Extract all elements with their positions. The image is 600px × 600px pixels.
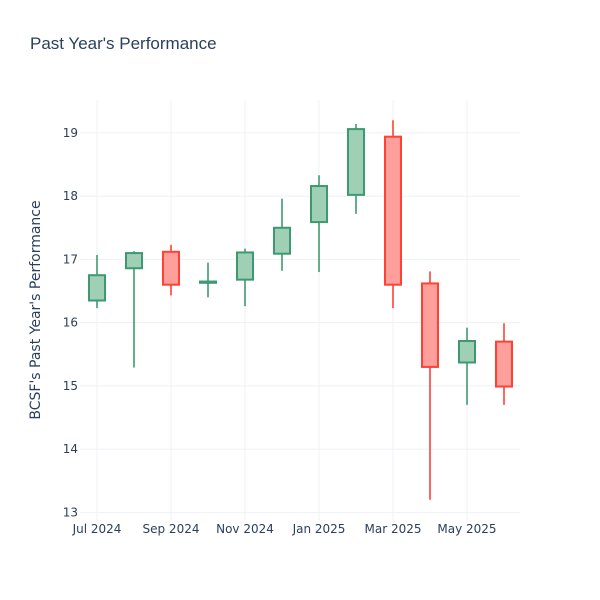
candle xyxy=(199,262,217,298)
y-tick-label: 19 xyxy=(63,126,78,140)
candle xyxy=(347,124,365,214)
candle xyxy=(421,271,439,500)
candle-body xyxy=(125,252,143,270)
candle xyxy=(310,175,328,273)
candle-body xyxy=(421,282,439,368)
candle-body xyxy=(273,226,291,255)
grid-layer xyxy=(80,100,520,520)
chart-title: Past Year's Performance xyxy=(30,34,217,53)
candle xyxy=(162,244,180,296)
candle xyxy=(125,251,143,368)
candle-body xyxy=(310,185,328,224)
y-tick-label: 17 xyxy=(63,252,78,266)
candle-body xyxy=(384,135,402,286)
candle xyxy=(495,323,513,405)
y-tick-label: 18 xyxy=(63,189,78,203)
candle-body xyxy=(236,251,254,281)
candle xyxy=(88,254,106,309)
candle xyxy=(384,120,402,309)
y-tick-label: 13 xyxy=(63,505,78,519)
candle-body xyxy=(347,128,365,196)
x-tick-label: Jan 2025 xyxy=(292,522,346,536)
y-axis-title: BCSF's Past Year's Performance xyxy=(28,200,44,419)
y-tick-label: 16 xyxy=(63,316,78,330)
x-tick-label: Sep 2024 xyxy=(143,522,200,536)
candle xyxy=(236,248,254,307)
labels-layer: 13 14 15 16 17 18 19 Jul 2024 Sep 2024 Nov 2024 Ja… xyxy=(63,126,497,536)
x-tick-label: May 2025 xyxy=(437,522,496,536)
y-tick-label: 14 xyxy=(63,442,78,456)
x-tick-label: Jul 2024 xyxy=(72,522,122,536)
candle-body xyxy=(495,340,513,388)
candle xyxy=(273,198,291,271)
candles-layer xyxy=(88,120,513,500)
candle-body xyxy=(162,250,180,286)
candle-body xyxy=(199,280,217,284)
x-tick-label: Nov 2024 xyxy=(216,522,274,536)
x-tick-label: Mar 2025 xyxy=(365,522,422,536)
candle-body xyxy=(458,339,476,364)
y-tick-label: 15 xyxy=(63,379,78,393)
candle xyxy=(458,327,476,405)
candle-body xyxy=(88,274,106,302)
